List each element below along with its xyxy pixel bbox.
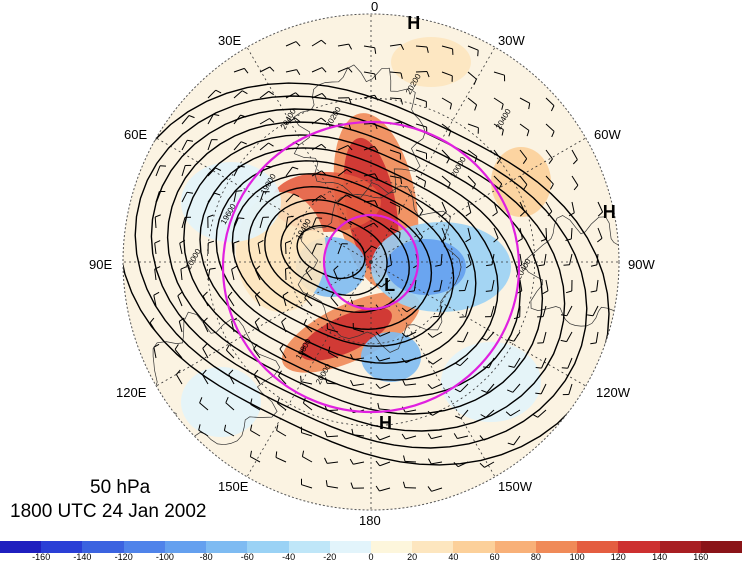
wind-barb-flag [478, 50, 479, 56]
wind-barb-flag [238, 218, 244, 219]
high-pressure-marker: H [603, 203, 616, 221]
wind-barb-shaft [286, 243, 287, 254]
wind-barb-flag [564, 265, 570, 266]
longitude-label: 120W [596, 386, 630, 399]
longitude-label: 120E [116, 386, 146, 399]
wind-barb-flag [276, 451, 277, 457]
wind-barb-flag [236, 191, 242, 192]
longitude-label: 180 [359, 514, 381, 527]
wind-barb-flag [353, 272, 354, 278]
wind-barb-shaft [546, 228, 547, 239]
valid-time-label: 1800 UTC 24 Jan 2002 [10, 502, 206, 521]
wind-barb-shaft [364, 123, 375, 124]
longitude-label: 150W [498, 480, 532, 493]
longitude-label: 30W [498, 34, 525, 47]
anomaly-blob [391, 37, 471, 87]
wind-barb-shaft [405, 461, 416, 462]
wind-barb-flag [486, 291, 492, 292]
low-pressure-marker: L [384, 276, 395, 294]
longitude-label: 150E [218, 480, 248, 493]
longitude-label: 30E [218, 34, 241, 47]
wind-barb-flag [316, 244, 322, 245]
anomaly-blob [386, 239, 466, 295]
wind-barb-shaft [416, 72, 427, 73]
wind-barb-flag [301, 376, 302, 382]
colorbar-segment [412, 541, 453, 553]
wind-barb-flag [434, 291, 440, 292]
wind-barb-shaft [327, 383, 338, 384]
wind-barb-shaft [390, 98, 401, 99]
longitude-label: 0 [371, 0, 378, 13]
longitude-label: 60E [124, 128, 147, 141]
wind-barb-flag [562, 368, 568, 369]
colorbar-segment [495, 541, 536, 553]
longitude-label: 90W [628, 258, 655, 271]
wind-barb-flag [536, 368, 542, 369]
wind-barb-shaft [327, 436, 338, 437]
longitude-label: 60W [594, 128, 621, 141]
wind-barb-shaft [286, 269, 287, 280]
high-pressure-marker: H [379, 414, 392, 432]
colorbar-segment [453, 541, 494, 553]
wind-barb-flag [460, 317, 466, 318]
high-pressure-marker: H [407, 14, 420, 32]
wind-barb-shaft [327, 410, 338, 411]
longitude-label: 90E [89, 258, 112, 271]
wind-barb-flag [400, 232, 401, 238]
wind-barb-shaft [571, 228, 572, 239]
colorbar-segment [371, 541, 412, 553]
pressure-level-label: 50 hPa [90, 478, 150, 497]
